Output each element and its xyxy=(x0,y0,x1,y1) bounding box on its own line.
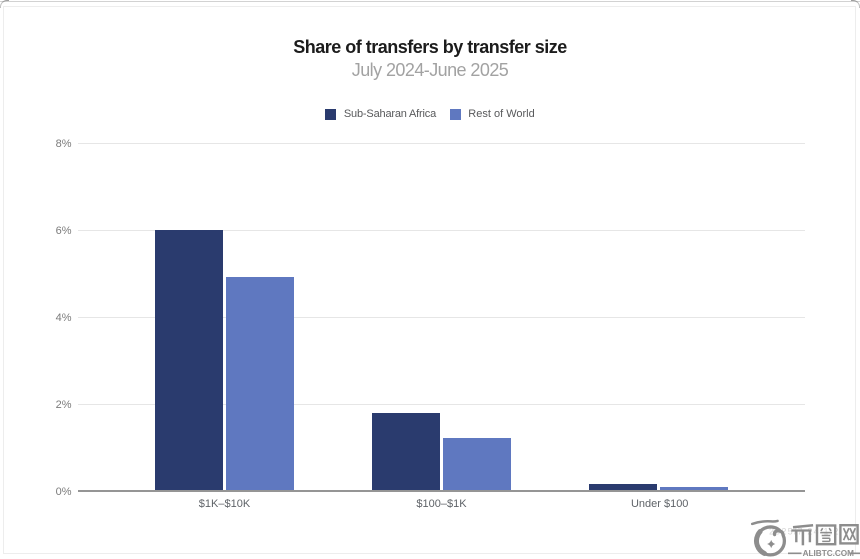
svg-text:ALIBTC.COM: ALIBTC.COM xyxy=(803,549,855,558)
